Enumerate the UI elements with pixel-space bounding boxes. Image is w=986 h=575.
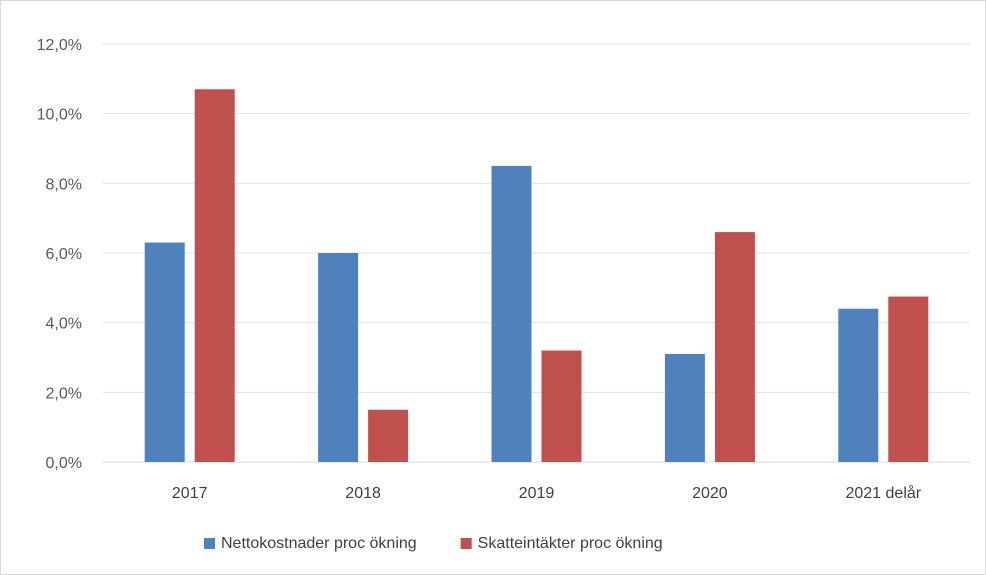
bar-skatteintakter xyxy=(368,409,409,462)
bar-nettokostnader xyxy=(664,354,705,462)
y-tick-label: 6,0% xyxy=(46,246,82,263)
bar-nettokostnader xyxy=(318,253,359,462)
legend-swatch xyxy=(460,538,472,549)
legend-label: Nettokostnader proc ökning xyxy=(221,535,417,552)
legend-swatch xyxy=(204,538,215,549)
x-category-label: 2021 delår xyxy=(845,484,921,502)
bar-skatteintakter xyxy=(714,232,755,462)
legend-label: Skatteintäkter proc ökning xyxy=(478,535,663,552)
x-category-label: 2019 xyxy=(519,485,555,502)
gridlines xyxy=(103,43,970,463)
bar-skatteintakter xyxy=(194,89,235,463)
bar-nettokostnader xyxy=(491,165,532,462)
x-category-label: 2020 xyxy=(692,485,728,502)
bar-skatteintakter xyxy=(541,350,582,462)
bar-nettokostnader xyxy=(838,308,879,462)
y-tick-label: 8,0% xyxy=(46,176,82,193)
y-tick-label: 4,0% xyxy=(46,316,82,333)
bar-skatteintakter xyxy=(888,296,929,462)
x-category-label: 2018 xyxy=(345,485,381,502)
bars xyxy=(144,89,929,463)
y-tick-label: 12,0% xyxy=(37,37,82,54)
y-tick-label: 0,0% xyxy=(46,455,82,472)
legend: Nettokostnader proc ökning Skatteintäkter… xyxy=(204,535,663,552)
x-category-label: 2017 xyxy=(172,485,208,502)
bar-nettokostnader xyxy=(144,242,185,462)
y-axis-tick-labels: 0,0% 2,0% 4,0% 6,0% 8,0% 10,0% 12,0% xyxy=(37,37,82,472)
x-axis-category-labels: 2017 2018 2019 2020 2021 delår xyxy=(172,484,922,502)
y-tick-label: 10,0% xyxy=(37,107,82,124)
y-tick-label: 2,0% xyxy=(46,385,82,402)
